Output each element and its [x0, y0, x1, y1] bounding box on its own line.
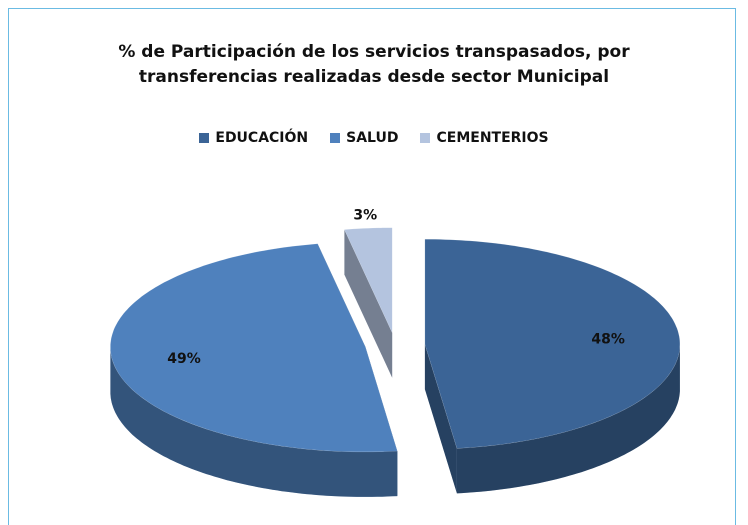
chart-title: % de Participación de los servicios tran… — [118, 42, 630, 87]
slice-side — [344, 229, 393, 378]
legend-label: CEMENTERIOS — [436, 130, 549, 146]
legend-label: EDUCACIÓN — [215, 130, 309, 146]
slice-side-shade — [344, 229, 393, 378]
legend-label: SALUD — [346, 130, 399, 146]
slice-top — [424, 238, 681, 449]
slice-side-shade — [110, 346, 398, 497]
legend: EDUCACIÓN SALUD CEMENTERIOS — [0, 130, 748, 146]
slice-side — [456, 344, 680, 494]
legend-item: SALUD — [330, 130, 398, 146]
data-label: 48% — [591, 331, 625, 347]
data-label: 3% — [353, 208, 377, 224]
pie-slice — [424, 238, 681, 494]
slice-side — [110, 346, 398, 497]
data-label: 49% — [167, 351, 201, 367]
slice-top — [344, 227, 393, 333]
chart-frame — [8, 8, 736, 525]
slice-side-shade — [424, 344, 457, 494]
slice-side-shade — [456, 344, 680, 494]
legend-item: EDUCACIÓN — [199, 130, 308, 146]
legend-swatch — [199, 133, 210, 143]
legend-swatch — [330, 133, 341, 143]
slice-top — [110, 243, 398, 453]
slice-side — [424, 344, 457, 494]
pie-slice — [344, 227, 393, 378]
legend-swatch — [420, 133, 431, 143]
pie-slice — [110, 243, 398, 497]
legend-item: CEMENTERIOS — [420, 130, 549, 146]
